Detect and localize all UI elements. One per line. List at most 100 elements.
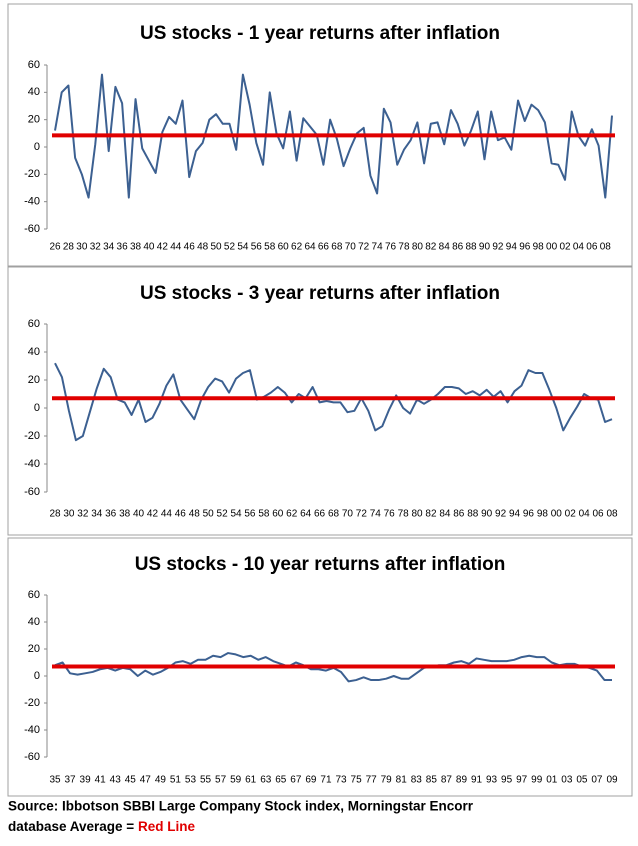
x-tick-label: 39 [80,775,92,786]
x-tick-label: 88 [466,242,478,253]
x-tick-label: 06 [586,242,598,253]
x-tick-label: 43 [110,775,122,786]
x-tick-label: 96 [523,509,535,520]
x-tick-label: 48 [189,509,201,520]
x-tick-label: 88 [467,509,479,520]
x-tick-label: 85 [426,775,438,786]
x-tick-label: 46 [175,509,187,520]
x-tick-label: 72 [356,509,368,520]
x-tick-label: 96 [519,242,531,253]
y-tick-label: 60 [28,589,40,601]
x-tick-label: 59 [230,775,242,786]
y-tick-label: 20 [28,114,40,126]
x-tick-label: 98 [537,509,549,520]
x-tick-label: 44 [161,509,173,520]
x-tick-label: 36 [117,242,129,253]
x-tick-label: 95 [501,775,513,786]
x-tick-label: 87 [441,775,453,786]
x-tick-label: 81 [396,775,408,786]
x-tick-label: 37 [64,775,76,786]
x-tick-label: 30 [76,242,88,253]
y-tick-label: 60 [28,59,40,71]
y-tick-label: 0 [34,402,40,414]
x-tick-label: 82 [425,242,437,253]
x-tick-label: 94 [506,242,518,253]
x-tick-label: 71 [320,775,332,786]
data-line [54,362,613,442]
panel [7,537,633,797]
x-tick-label: 09 [606,775,618,786]
x-tick-label: 79 [381,775,393,786]
x-tick-label: 50 [203,509,215,520]
x-tick-label: 05 [576,775,588,786]
x-tick-label: 32 [77,509,89,520]
x-tick-label: 02 [565,509,577,520]
x-tick-label: 63 [260,775,272,786]
x-tick-label: 47 [140,775,152,786]
x-tick-label: 00 [546,242,558,253]
x-tick-label: 66 [314,509,326,520]
x-tick-label: 60 [272,509,284,520]
y-tick-label: 60 [28,318,40,330]
x-tick-label: 65 [275,775,287,786]
x-tick-label: 62 [291,242,303,253]
x-tick-label: 68 [328,509,340,520]
x-tick-label: 73 [335,775,347,786]
y-tick-label: 20 [28,374,40,386]
x-tick-label: 54 [237,242,249,253]
x-tick-label: 83 [411,775,423,786]
x-tick-label: 44 [170,242,182,253]
x-tick-label: 34 [91,509,103,520]
x-tick-label: 40 [133,509,145,520]
x-tick-label: 80 [411,509,423,520]
x-tick-label: 84 [439,242,451,253]
x-tick-label: 38 [130,242,142,253]
x-tick-label: 08 [606,509,618,520]
chart-title: US stocks - 1 year returns after inflati… [140,23,500,44]
x-tick-label: 68 [331,242,343,253]
x-tick-label: 78 [398,509,410,520]
x-tick-label: 54 [230,509,242,520]
y-tick-label: -60 [24,223,40,235]
footnote-highlight: Red Line [138,819,195,834]
y-tick-label: -60 [24,486,40,498]
x-tick-label: 06 [593,509,605,520]
y-tick-label: 0 [34,141,40,153]
x-tick-label: 80 [412,242,424,253]
x-tick-label: 38 [119,509,131,520]
x-tick-label: 60 [278,242,290,253]
x-tick-label: 45 [125,775,137,786]
x-tick-label: 76 [385,242,397,253]
y-tick-label: -20 [24,430,40,442]
x-tick-label: 46 [184,242,196,253]
x-tick-label: 02 [559,242,571,253]
x-tick-label: 36 [105,509,117,520]
y-tick-label: -20 [24,697,40,709]
x-tick-label: 00 [551,509,563,520]
y-tick-label: 20 [28,643,40,655]
panel [7,3,633,267]
x-tick-label: 58 [258,509,270,520]
x-tick-label: 70 [342,509,354,520]
x-tick-label: 89 [456,775,468,786]
x-tick-label: 70 [345,242,357,253]
x-tick-label: 92 [492,242,504,253]
x-tick-label: 35 [49,775,61,786]
x-tick-label: 32 [90,242,102,253]
x-tick-label: 72 [358,242,370,253]
x-tick-label: 57 [215,775,227,786]
y-tick-label: 40 [28,86,40,98]
x-tick-label: 55 [200,775,212,786]
x-tick-label: 53 [185,775,197,786]
x-tick-label: 56 [244,509,256,520]
x-tick-label: 75 [351,775,363,786]
footnote: database Average = [8,819,134,834]
x-tick-label: 41 [95,775,107,786]
x-tick-label: 08 [600,242,612,253]
x-tick-label: 66 [318,242,330,253]
x-tick-label: 50 [210,242,222,253]
x-tick-label: 26 [49,242,61,253]
y-tick-label: -40 [24,196,40,208]
